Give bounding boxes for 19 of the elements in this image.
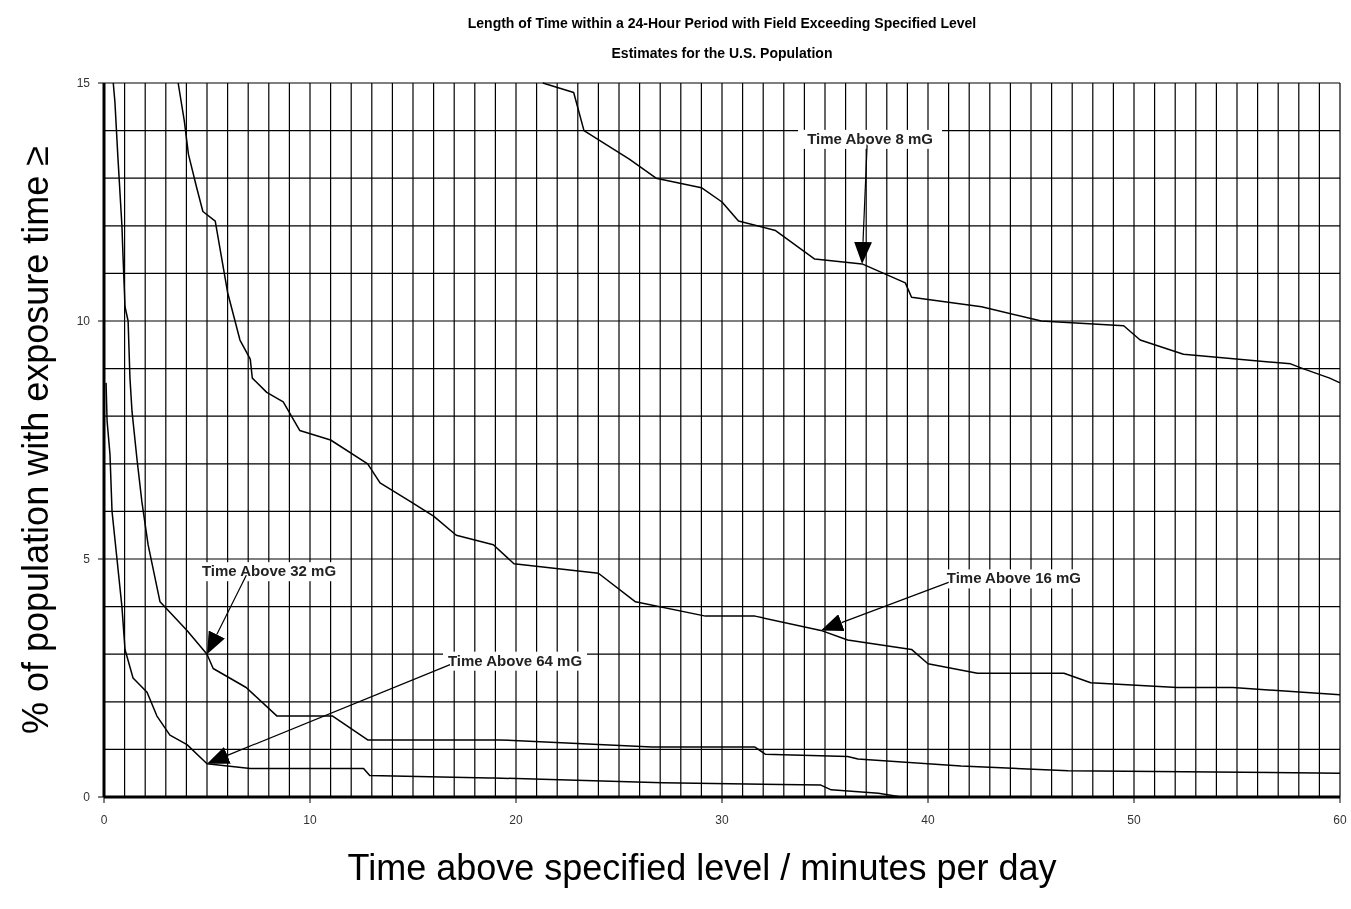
x-tick-label: 40 bbox=[921, 813, 935, 827]
x-tick-label: 20 bbox=[509, 813, 523, 827]
x-axis-title: Time above specified level / minutes per day bbox=[347, 847, 1057, 888]
chart-title: Length of Time within a 24-Hour Period with Field Exceeding Specified Level bbox=[467, 15, 977, 31]
x-tick-label: 50 bbox=[1127, 813, 1141, 827]
y-tick-label: 0 bbox=[83, 790, 91, 804]
y-tick-label: 5 bbox=[83, 552, 91, 566]
y-axis-title: % of population with exposure time ≥ bbox=[15, 145, 56, 735]
annotation: Time Above 32 mG bbox=[201, 562, 337, 580]
x-tick-label: 10 bbox=[303, 813, 317, 827]
x-tick-label: 60 bbox=[1333, 813, 1347, 827]
y-tick-label: 15 bbox=[76, 76, 91, 90]
y-tick-label: 10 bbox=[76, 314, 91, 328]
annotation: Time Above 64 mG bbox=[447, 651, 583, 669]
annotation: Time Above 16 mG bbox=[946, 569, 1081, 587]
x-tick-label: 0 bbox=[100, 813, 108, 827]
x-tick-label: 30 bbox=[715, 813, 729, 827]
annotation: Time Above 8 mG bbox=[807, 129, 934, 147]
chart-subtitle: Estimates for the U.S. Population bbox=[611, 45, 833, 61]
